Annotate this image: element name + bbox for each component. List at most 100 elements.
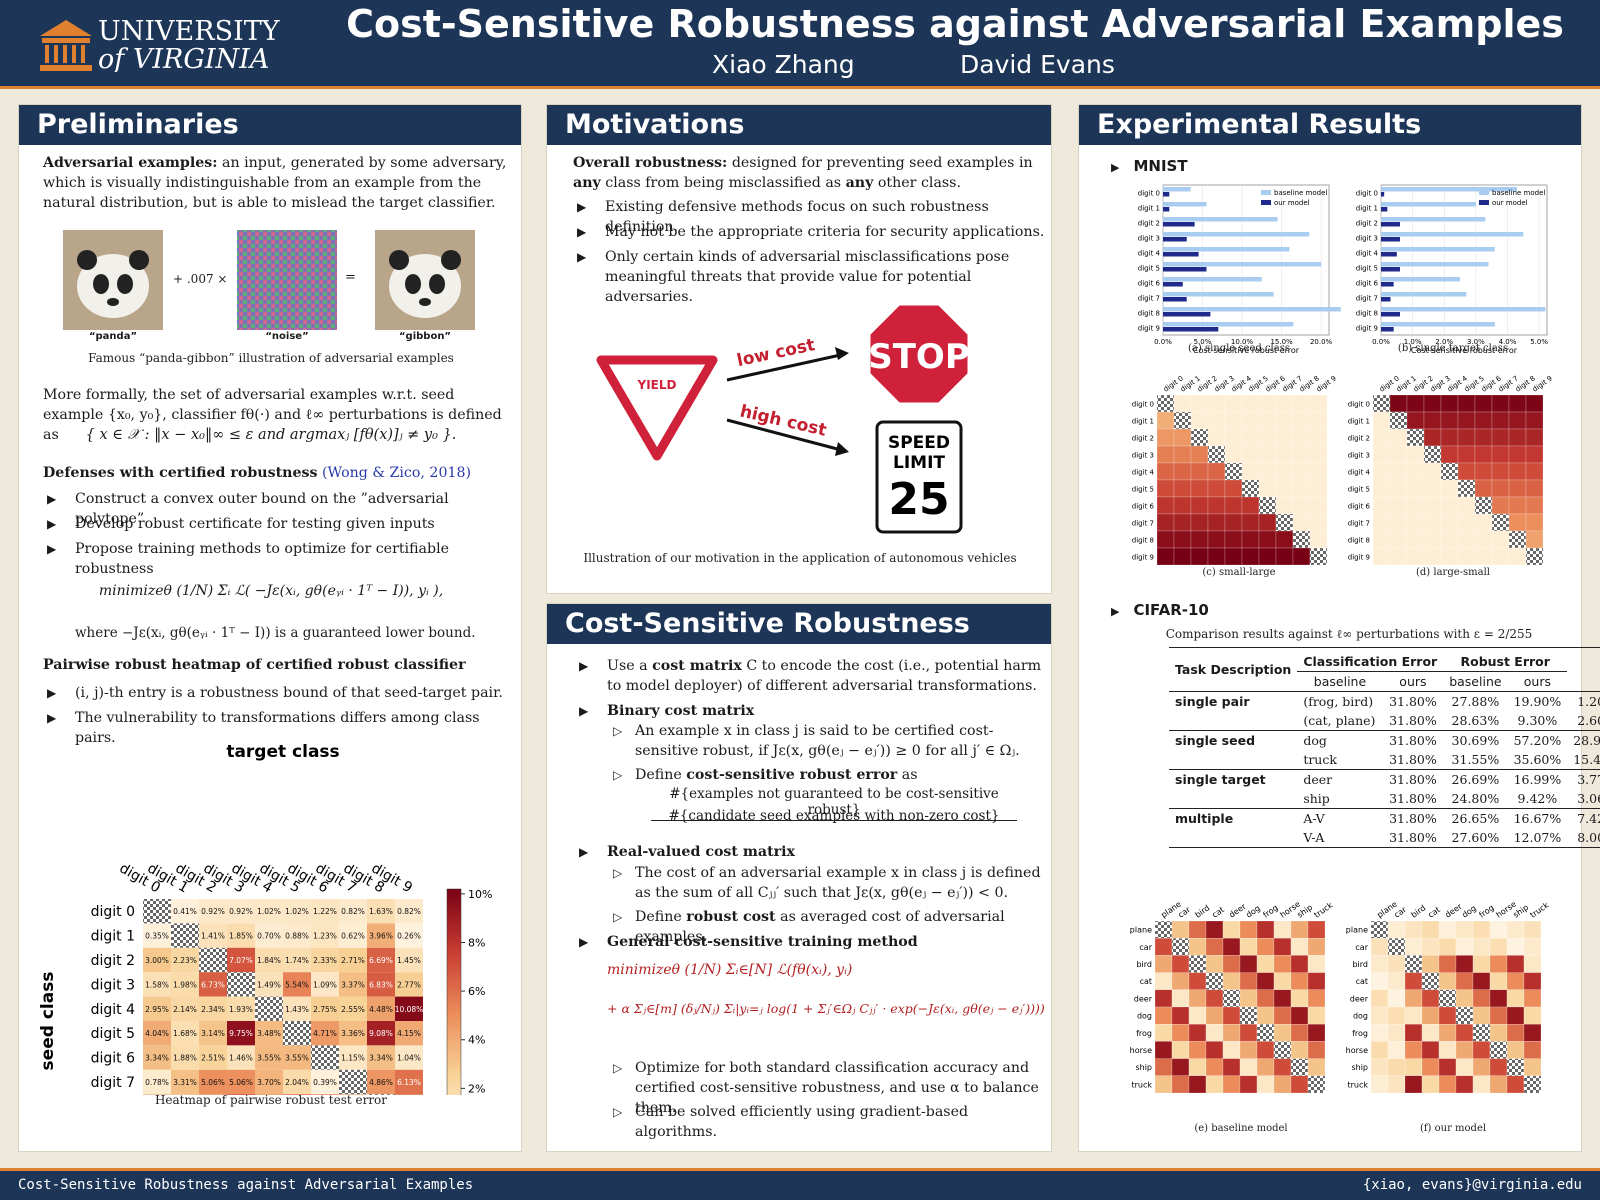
- cell-label: 1.74%: [285, 956, 309, 965]
- arrow-icon: ▶: [579, 704, 589, 718]
- mini-heatmap-cell: [1241, 445, 1260, 464]
- cifar-heatmap-cell: [1171, 1024, 1190, 1042]
- legend-swatch-baseline: [1261, 190, 1271, 195]
- mini-heatmap-cell: [1156, 462, 1175, 481]
- arrow-icon: ▶: [47, 686, 57, 700]
- defenses-cite[interactable]: (Wong & Zico, 2018): [321, 465, 472, 481]
- mini-heatmap-cell: [1457, 394, 1476, 413]
- y-tick-label: digit 4: [1132, 469, 1155, 477]
- heatmap-title: Pairwise robust heatmap of certified rob…: [43, 657, 466, 673]
- cifar-heatmap-cell: [1387, 938, 1406, 956]
- heatmap-cell: [367, 1021, 395, 1046]
- cifar-heatmap-cell: [1239, 989, 1258, 1008]
- cifar-heatmap-cell: [1387, 1006, 1406, 1025]
- mini-heatmap-cell: [1423, 394, 1442, 413]
- cifar-heatmap-cell: [1307, 1041, 1326, 1059]
- cifar-heatmap-cell: [1307, 972, 1326, 990]
- x-tick-label: dog: [1244, 904, 1262, 920]
- heatmap-cell: [171, 1021, 199, 1046]
- cifar-heatmap-cell: [1523, 1075, 1542, 1094]
- mini-heatmap-cell: [1525, 479, 1544, 498]
- table-row: truck 31.80% 31.55% 35.60% 15.40%: [1169, 750, 1600, 770]
- mini-heatmap-cell: [1525, 445, 1544, 464]
- cifar-heatmap-cell: [1370, 1075, 1389, 1094]
- footer-email: {xiao, evans}@virginia.edu: [1362, 1177, 1582, 1193]
- heatmap-cell: [311, 947, 339, 973]
- cell-label: 6.83%: [369, 980, 393, 989]
- cifar-heatmap-cell: [1370, 955, 1389, 973]
- mini-heatmap-cell: [1474, 547, 1493, 565]
- colorbar-tick-label: 8%: [468, 936, 485, 949]
- heatmap-cell: [339, 923, 367, 948]
- cell-label: 2.04%: [285, 1078, 309, 1087]
- cell-group: [1169, 711, 1297, 731]
- y-tick-label: digit 6: [1138, 280, 1161, 288]
- heatmap-cell: [367, 996, 395, 1021]
- mini-heatmap-cell: [1258, 411, 1277, 430]
- x-tick-label: 10.0%: [1231, 338, 1254, 346]
- heatmap-cell: [395, 899, 423, 924]
- mini-heatmap-cell: [1372, 445, 1391, 464]
- mini-heatmap-cell: [1406, 513, 1425, 532]
- mini-heatmap-cell: [1508, 428, 1527, 447]
- bar-baseline: [1381, 262, 1489, 267]
- cifar-heatmap-cell: [1307, 1058, 1326, 1076]
- legend-ours: our model: [1492, 199, 1528, 207]
- y-tick-label: digit 0: [91, 904, 135, 920]
- x-tick-label: bird: [1193, 903, 1211, 919]
- heatmap-cell: [143, 899, 171, 924]
- y-tick-label: deer: [1350, 994, 1369, 1003]
- y-tick-label: ship: [1351, 1063, 1368, 1072]
- cifar-heatmap-cell: [1154, 1024, 1173, 1042]
- mini-heatmap-cell: [1423, 428, 1442, 447]
- low-cost-arrow: low cost: [726, 335, 849, 382]
- mini-heatmap-cell: [1156, 479, 1175, 498]
- cifar-heatmap-cell: [1290, 1075, 1309, 1094]
- cell-label: 1.85%: [229, 932, 253, 941]
- bar-baseline: [1381, 322, 1495, 327]
- cifar-heatmap-cell: [1188, 920, 1207, 939]
- mini-heatmap-cell: [1508, 496, 1527, 515]
- cell-rob-ours: 1.20%: [1577, 694, 1600, 709]
- x-tick-label: deer: [1443, 901, 1464, 919]
- mini-heatmap-cell: [1372, 394, 1391, 413]
- mini-heatmap-cell: [1275, 394, 1294, 413]
- mini-heatmap-cell: [1457, 530, 1476, 549]
- caption-d: (d) large-small: [1416, 567, 1490, 578]
- frac-denominator: #{candidate seed examples with non-zero …: [668, 808, 1000, 824]
- cell-cls-baseline: 31.80%: [1389, 811, 1437, 826]
- heatmap-cell: [311, 996, 339, 1021]
- author-2: David Evans: [960, 50, 1115, 79]
- bar-ours: [1381, 252, 1397, 257]
- table-row: multiple A-V 31.80% 26.65% 16.67% 7.42%: [1169, 808, 1600, 829]
- chart-title: target class: [226, 742, 339, 762]
- cifar-heatmap-cell: [1154, 989, 1173, 1008]
- heatmap-cell: [227, 1094, 255, 1095]
- arrow-icon: ▶: [47, 542, 57, 556]
- mini-heatmap-cell: [1292, 530, 1311, 549]
- heatmap-cell: [143, 923, 171, 948]
- cifar-heatmap-cell: [1370, 1006, 1389, 1025]
- cifar-heatmap-cell: [1523, 938, 1542, 956]
- cell-label: 0.88%: [285, 932, 309, 941]
- mini-heatmap-cell: [1156, 428, 1175, 447]
- cell-label: 3.34%: [369, 1054, 393, 1063]
- heatmap-cell: [227, 899, 255, 924]
- mini-heatmap-cell: [1224, 496, 1243, 515]
- cifar-heatmap-cell: [1154, 938, 1173, 956]
- cifar-heatmap-cell: [1506, 938, 1525, 956]
- mini-heatmap-cell: [1372, 547, 1391, 565]
- stop-sign-icon: STOP: [867, 302, 971, 406]
- cifar-heatmap-cell: [1438, 1041, 1457, 1059]
- x-tick-label: 3.0%: [1467, 338, 1485, 346]
- cifar-heatmap-cell: [1239, 1058, 1258, 1076]
- mini-heatmap-cell: [1423, 530, 1442, 549]
- mini-heatmap-cell: [1275, 428, 1294, 447]
- mini-heatmap-cell: [1423, 479, 1442, 498]
- mini-heatmap-cell: [1224, 530, 1243, 549]
- cell-rob-ours: 28.90%: [1573, 733, 1600, 748]
- cifar-heatmap-cell: [1506, 1041, 1525, 1059]
- cifar-heatmap-cell: [1523, 955, 1542, 973]
- mini-heatmap-cell: [1275, 513, 1294, 532]
- mini-heatmap-cell: [1491, 479, 1510, 498]
